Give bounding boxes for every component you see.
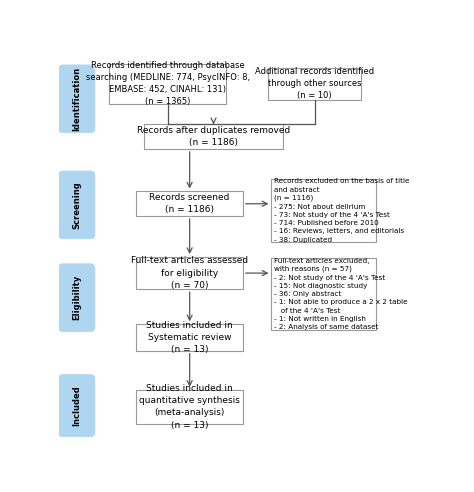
FancyBboxPatch shape xyxy=(58,171,95,239)
Text: Eligibility: Eligibility xyxy=(72,275,81,320)
Text: Records excluded on the basis of title
and abstract
(n = 1116)
- 275: Not about : Records excluded on the basis of title a… xyxy=(274,179,410,243)
Text: Full-text articles assessed
for eligibility
(n = 70): Full-text articles assessed for eligibil… xyxy=(131,256,248,290)
Text: Records screened
(n = 1186): Records screened (n = 1186) xyxy=(149,193,230,215)
Text: Full-text articles excluded,
with reasons (n = 57)
- 2: Not study of the 4 'A's : Full-text articles excluded, with reason… xyxy=(274,258,408,330)
FancyBboxPatch shape xyxy=(58,65,95,133)
Text: Records after duplicates removed
(n = 1186): Records after duplicates removed (n = 11… xyxy=(137,126,290,147)
FancyBboxPatch shape xyxy=(137,390,243,424)
FancyBboxPatch shape xyxy=(137,257,243,289)
FancyBboxPatch shape xyxy=(272,258,376,330)
Text: Additional records identified
through other sources
(n = 10): Additional records identified through ot… xyxy=(255,67,374,100)
Text: Studies included in
Systematic review
(n = 13): Studies included in Systematic review (n… xyxy=(146,321,233,354)
FancyBboxPatch shape xyxy=(137,324,243,351)
Text: Records identified through database
searching (MEDLINE: 774, PsycINFO: 8,
EMBASE: Records identified through database sear… xyxy=(85,61,250,106)
FancyBboxPatch shape xyxy=(272,179,376,242)
FancyBboxPatch shape xyxy=(137,191,243,216)
Text: Included: Included xyxy=(72,385,81,426)
FancyBboxPatch shape xyxy=(144,124,283,149)
Text: Screening: Screening xyxy=(72,181,81,229)
Text: Identification: Identification xyxy=(72,67,81,131)
Text: Studies included in
quantitative synthesis
(meta-analysis)
(n = 13): Studies included in quantitative synthes… xyxy=(139,384,240,430)
FancyBboxPatch shape xyxy=(268,67,361,100)
FancyBboxPatch shape xyxy=(58,374,95,437)
FancyBboxPatch shape xyxy=(109,64,227,103)
FancyBboxPatch shape xyxy=(58,264,95,332)
